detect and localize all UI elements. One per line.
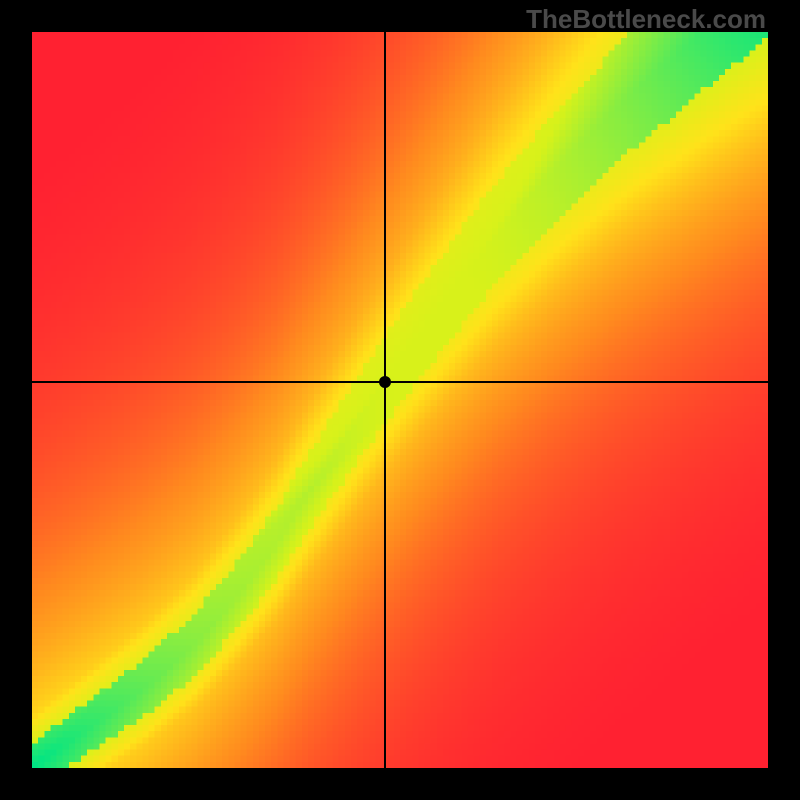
crosshair-horizontal: [32, 381, 768, 383]
crosshair-vertical: [384, 32, 386, 768]
chart-stage: TheBottleneck.com: [0, 0, 800, 800]
selection-marker: [379, 376, 391, 388]
watermark-text: TheBottleneck.com: [526, 4, 766, 35]
bottleneck-heatmap: [32, 32, 768, 768]
